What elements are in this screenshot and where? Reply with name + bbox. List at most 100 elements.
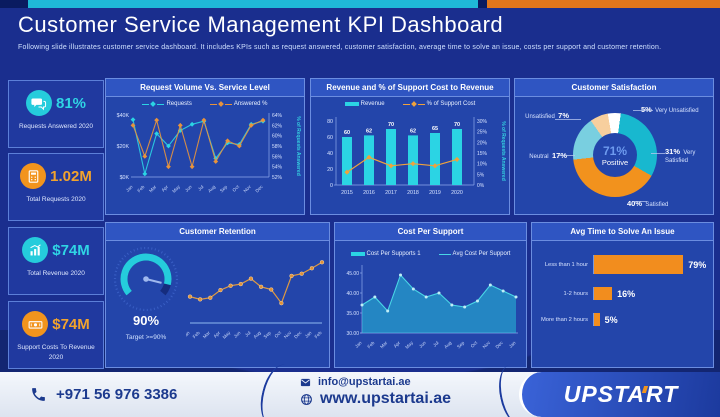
svg-text:40: 40 bbox=[327, 151, 333, 157]
kpi-card-support-costs-to-revenue-2020: $74M Support Costs To Revenue 2020 bbox=[8, 301, 104, 369]
panel-revenue-support-cost: Revenue and % of Support Cost to Revenue… bbox=[310, 78, 510, 215]
bar-category: More than 2 hours bbox=[540, 316, 588, 323]
svg-text:Jan: Jan bbox=[507, 340, 516, 349]
slice-label-very-satisfied: 31% Very Satisfied bbox=[665, 147, 696, 164]
chart-legend: Revenue % of Support Cost bbox=[311, 97, 509, 111]
donut-center: 71% Positive bbox=[593, 133, 637, 177]
svg-text:54%: 54% bbox=[272, 165, 283, 171]
revenue-chart: 80 60 40 20 0 30% 25% 20% 15% 10% 5% 0% 2015 2016 2017… bbox=[327, 117, 506, 196]
svg-text:Dec: Dec bbox=[254, 184, 264, 194]
svg-text:2019: 2019 bbox=[429, 190, 441, 196]
avg-time-bar-chart: Less than 1 hour 79% 1-2 hours 16% More than… bbox=[532, 241, 713, 326]
bar-category: 1-2 hours bbox=[563, 290, 589, 297]
leader-line bbox=[633, 201, 647, 202]
email-icon bbox=[300, 378, 311, 386]
svg-text:60: 60 bbox=[327, 135, 333, 141]
legend-item: Cost Per Supports 1 bbox=[350, 251, 421, 257]
gauge-dial bbox=[113, 246, 179, 312]
avg-time-row-3: More than 2 hours 5% bbox=[536, 313, 707, 326]
slice-label-satisfied: 40% Satisfied bbox=[627, 199, 669, 208]
panel-cost-per-support: Cost Per Support Cost Per Supports 1 Avg… bbox=[334, 222, 527, 368]
svg-text:70: 70 bbox=[388, 122, 394, 128]
leader-line bbox=[555, 119, 581, 120]
legend-item: Revenue bbox=[344, 101, 385, 107]
svg-text:$0K: $0K bbox=[120, 175, 130, 181]
website-url[interactable]: www.upstartai.ae bbox=[320, 390, 451, 407]
stripe-teal-segment bbox=[28, 0, 478, 8]
svg-text:Nov: Nov bbox=[283, 330, 293, 340]
svg-text:5%: 5% bbox=[477, 172, 485, 178]
svg-text:52%: 52% bbox=[272, 175, 283, 181]
globe-icon bbox=[301, 393, 312, 405]
slice-label-neutral: Neutral 17% bbox=[529, 151, 567, 160]
bar bbox=[594, 255, 684, 274]
svg-text:$20K: $20K bbox=[117, 144, 130, 150]
retention-target: Target >=90% bbox=[125, 334, 167, 341]
page-title: Customer Service Management KPI Dashboar… bbox=[18, 12, 504, 37]
kpi-value: $74M bbox=[52, 241, 90, 259]
bar-value: 16% bbox=[617, 288, 636, 299]
svg-text:2020: 2020 bbox=[451, 190, 463, 196]
svg-text:0: 0 bbox=[330, 183, 333, 189]
svg-text:Dec: Dec bbox=[494, 340, 504, 350]
legend-label: Answered % bbox=[233, 101, 268, 107]
legend-label: Avg Cost Per Support bbox=[452, 251, 511, 257]
kpi-value: 81% bbox=[55, 94, 87, 112]
kpi-card-requests-answered-2020: 81% Requests Answered 2020 bbox=[8, 80, 104, 148]
chart-title: Customer Retention bbox=[106, 223, 329, 241]
svg-text:20%: 20% bbox=[477, 140, 488, 146]
bar-value: 5% bbox=[604, 314, 618, 325]
svg-text:Jan: Jan bbox=[186, 330, 191, 339]
svg-text:30%: 30% bbox=[477, 119, 488, 125]
chart-title: Request Volume Vs. Service Level bbox=[106, 79, 304, 97]
phone-contact[interactable]: +971 56 976 3386 bbox=[30, 372, 177, 417]
phone-number: +971 56 976 3386 bbox=[56, 386, 178, 403]
legend-label: Cost Per Supports 1 bbox=[366, 251, 421, 257]
svg-text:Jan: Jan bbox=[304, 330, 313, 339]
svg-text:Mar: Mar bbox=[379, 340, 388, 349]
bar-value: 79% bbox=[688, 259, 707, 270]
avg-time-row-1: Less than 1 hour 79% bbox=[536, 255, 707, 274]
svg-text:Jun: Jun bbox=[184, 184, 193, 193]
legend-item: Requests bbox=[142, 101, 192, 107]
email-address[interactable]: info@upstartai.ae bbox=[318, 376, 411, 388]
svg-text:Apr: Apr bbox=[161, 184, 170, 193]
page-subtitle: Following slide illustrates customer ser… bbox=[18, 44, 662, 51]
svg-text:2018: 2018 bbox=[407, 190, 419, 196]
contact-block: info@upstartai.ae www.upstartai.ae bbox=[300, 376, 451, 408]
logo-text: UPSTART bbox=[563, 381, 679, 407]
svg-text:58%: 58% bbox=[272, 144, 283, 150]
legend-label: % of Support Cost bbox=[426, 101, 476, 107]
panel-customer-retention: Customer Retention 90% Target >=90% Jan F… bbox=[105, 222, 330, 368]
svg-text:Sep: Sep bbox=[456, 340, 466, 350]
kpi-card-total-requests-2020: 1.02M Total Requests 2020 bbox=[8, 153, 104, 221]
legend-item: Avg Cost Per Support bbox=[438, 251, 511, 257]
svg-text:40.00: 40.00 bbox=[346, 291, 359, 297]
svg-text:Nov: Nov bbox=[481, 340, 491, 350]
svg-text:2017: 2017 bbox=[385, 190, 397, 196]
svg-text:62: 62 bbox=[410, 128, 416, 134]
svg-text:Aug: Aug bbox=[252, 330, 262, 340]
phone-icon bbox=[32, 388, 45, 401]
svg-text:Aug: Aug bbox=[207, 184, 217, 194]
svg-text:Feb: Feb bbox=[314, 330, 323, 339]
chart-title: Revenue and % of Support Cost to Revenue bbox=[311, 79, 509, 97]
svg-text:64%: 64% bbox=[272, 113, 283, 119]
svg-text:Jun: Jun bbox=[418, 340, 427, 349]
svg-text:Oct: Oct bbox=[273, 330, 282, 339]
bar-track: 79% bbox=[593, 255, 707, 274]
svg-text:35.00: 35.00 bbox=[346, 311, 359, 317]
svg-text:$40K: $40K bbox=[117, 113, 130, 119]
stripe-orange-segment bbox=[487, 0, 720, 8]
svg-text:Sep: Sep bbox=[219, 184, 229, 194]
panel-request-volume: Request Volume Vs. Service Level Request… bbox=[105, 78, 305, 215]
svg-text:0%: 0% bbox=[477, 183, 485, 189]
kpi-label: Requests Answered 2020 bbox=[18, 123, 94, 130]
chat-icon bbox=[25, 90, 52, 116]
svg-text:62%: 62% bbox=[272, 123, 283, 129]
kpi-card-total-revenue-2020: $74M Total Revenue 2020 bbox=[8, 227, 104, 295]
footer: +971 56 976 3386 info@upstartai.ae www.u… bbox=[0, 361, 720, 417]
positive-label: Positive bbox=[601, 157, 629, 167]
bar bbox=[594, 287, 613, 300]
